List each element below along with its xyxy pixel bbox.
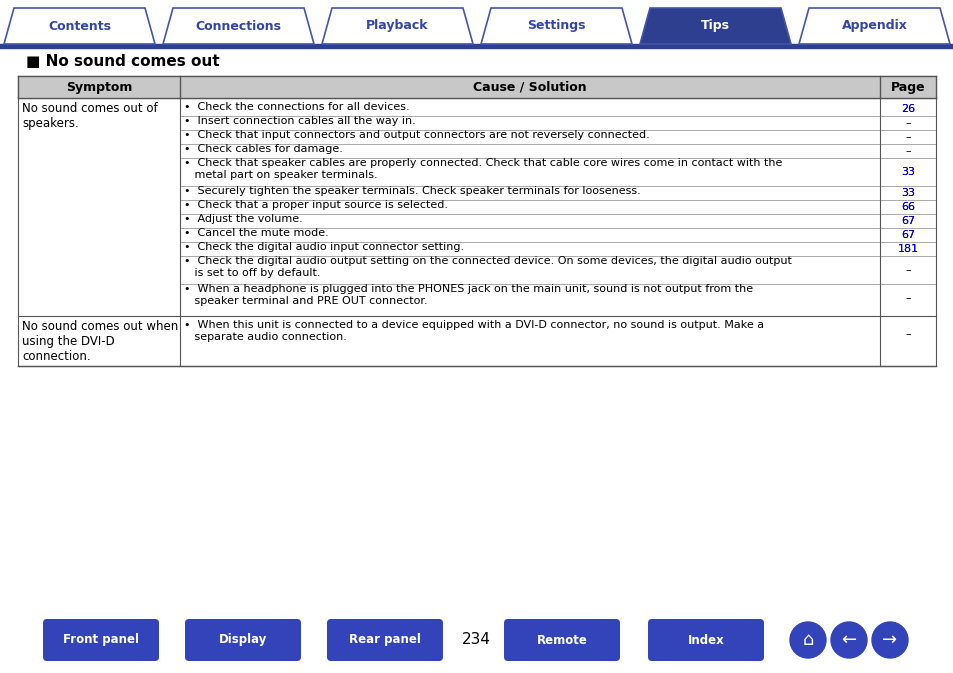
Text: Playback: Playback xyxy=(366,20,428,32)
Text: 33: 33 xyxy=(900,188,914,198)
Text: Remote: Remote xyxy=(536,633,587,647)
Text: •  Insert connection cables all the way in.: • Insert connection cables all the way i… xyxy=(184,116,416,126)
Text: •  Check that speaker cables are properly connected. Check that cable core wires: • Check that speaker cables are properly… xyxy=(184,158,781,180)
Circle shape xyxy=(871,622,907,658)
Text: 33: 33 xyxy=(900,167,914,177)
Polygon shape xyxy=(639,8,790,44)
Text: 66: 66 xyxy=(900,202,914,212)
FancyBboxPatch shape xyxy=(503,619,619,661)
FancyBboxPatch shape xyxy=(647,619,763,661)
Text: •  When this unit is connected to a device equipped with a DVI-D connector, no s: • When this unit is connected to a devic… xyxy=(184,320,763,342)
Text: –: – xyxy=(904,118,910,128)
Text: 33: 33 xyxy=(900,167,914,177)
Text: Connections: Connections xyxy=(195,20,281,32)
Text: •  Cancel the mute mode.: • Cancel the mute mode. xyxy=(184,228,329,238)
Circle shape xyxy=(830,622,866,658)
Text: 33: 33 xyxy=(900,188,914,198)
Text: Display: Display xyxy=(218,633,267,647)
Text: →: → xyxy=(882,631,897,649)
Text: •  Check that a proper input source is selected.: • Check that a proper input source is se… xyxy=(184,200,448,210)
Text: No sound comes out of
speakers.: No sound comes out of speakers. xyxy=(22,102,157,130)
Text: 234: 234 xyxy=(461,633,490,647)
Text: 67: 67 xyxy=(900,216,914,226)
Text: 66: 66 xyxy=(900,202,914,212)
FancyBboxPatch shape xyxy=(327,619,442,661)
Text: 181: 181 xyxy=(897,244,918,254)
Text: Appendix: Appendix xyxy=(841,20,906,32)
Text: Front panel: Front panel xyxy=(63,633,139,647)
Text: Symptom: Symptom xyxy=(66,81,132,94)
Text: 26: 26 xyxy=(900,104,914,114)
Text: •  Check cables for damage.: • Check cables for damage. xyxy=(184,144,342,154)
Text: •  Check that input connectors and output connectors are not reversely connected: • Check that input connectors and output… xyxy=(184,130,649,140)
Text: Contents: Contents xyxy=(48,20,111,32)
Text: •  Securely tighten the speaker terminals. Check speaker terminals for looseness: • Securely tighten the speaker terminals… xyxy=(184,186,640,196)
Text: –: – xyxy=(904,132,910,142)
Text: ←: ← xyxy=(841,631,856,649)
Text: •  Check the digital audio input connector setting.: • Check the digital audio input connecto… xyxy=(184,242,464,252)
FancyBboxPatch shape xyxy=(185,619,301,661)
Text: Page: Page xyxy=(890,81,924,94)
Text: –: – xyxy=(904,146,910,156)
Text: 67: 67 xyxy=(900,230,914,240)
Circle shape xyxy=(789,622,825,658)
Text: Tips: Tips xyxy=(700,20,729,32)
Polygon shape xyxy=(322,8,473,44)
Text: Rear panel: Rear panel xyxy=(349,633,420,647)
Text: 67: 67 xyxy=(900,230,914,240)
Text: –: – xyxy=(904,329,910,339)
Text: Settings: Settings xyxy=(527,20,585,32)
Text: •  Adjust the volume.: • Adjust the volume. xyxy=(184,214,302,224)
Text: 26: 26 xyxy=(900,104,914,114)
Text: –: – xyxy=(904,293,910,303)
Polygon shape xyxy=(799,8,949,44)
Text: ■ No sound comes out: ■ No sound comes out xyxy=(26,54,219,69)
Text: •  Check the connections for all devices.: • Check the connections for all devices. xyxy=(184,102,409,112)
Text: 181: 181 xyxy=(897,244,918,254)
Text: –: – xyxy=(904,265,910,275)
Text: 67: 67 xyxy=(900,216,914,226)
Text: Index: Index xyxy=(687,633,723,647)
Polygon shape xyxy=(4,8,154,44)
Text: No sound comes out when
using the DVI-D
connection.: No sound comes out when using the DVI-D … xyxy=(22,320,178,363)
FancyBboxPatch shape xyxy=(43,619,159,661)
Text: ⌂: ⌂ xyxy=(801,631,813,649)
Polygon shape xyxy=(163,8,314,44)
Text: •  When a headphone is plugged into the PHONES jack on the main unit, sound is n: • When a headphone is plugged into the P… xyxy=(184,284,752,306)
Text: •  Check the digital audio output setting on the connected device. On some devic: • Check the digital audio output setting… xyxy=(184,256,791,277)
Text: Cause / Solution: Cause / Solution xyxy=(473,81,586,94)
Polygon shape xyxy=(480,8,631,44)
